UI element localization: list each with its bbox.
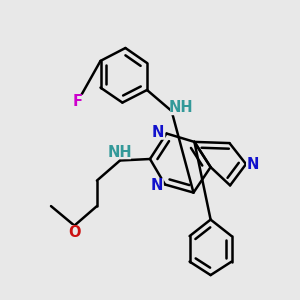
FancyBboxPatch shape [70,95,85,109]
Text: N: N [150,178,163,193]
Text: NH: NH [169,100,194,116]
FancyBboxPatch shape [149,178,164,193]
FancyBboxPatch shape [151,125,165,140]
FancyBboxPatch shape [246,157,260,171]
Text: O: O [68,225,81,240]
Text: N: N [247,157,260,172]
Text: F: F [72,94,82,110]
FancyBboxPatch shape [170,101,192,115]
Text: NH: NH [108,145,132,160]
FancyBboxPatch shape [67,225,82,239]
FancyBboxPatch shape [109,145,131,159]
Text: N: N [152,125,164,140]
